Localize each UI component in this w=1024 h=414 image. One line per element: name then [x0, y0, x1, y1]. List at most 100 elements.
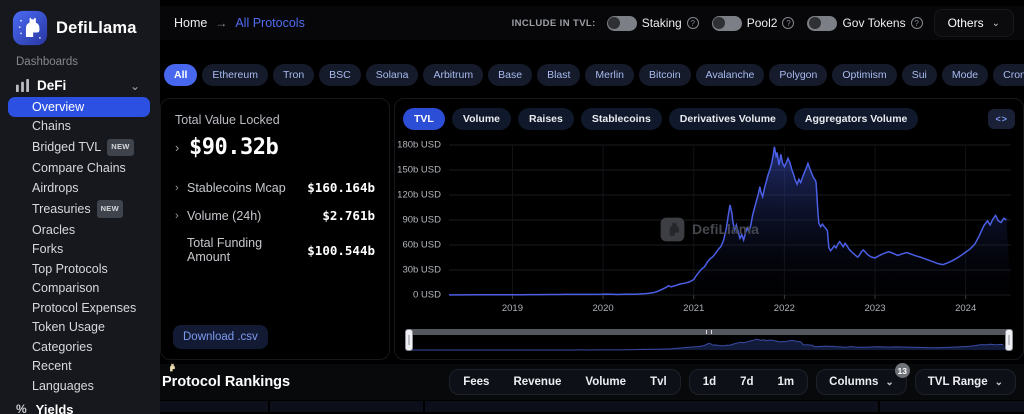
tvl-toggles: Staking ? Pool2 ? Gov Tokens ? [606, 15, 923, 31]
rankings-actions: Fees Revenue Volume Tvl 1d 7d 1m Columns ⌄ 13… [449, 363, 1016, 395]
chevron-down-icon: ⌄ [994, 376, 1003, 388]
breadcrumb-home-link[interactable]: Home [174, 16, 208, 30]
brush-handle-right[interactable] [1005, 329, 1013, 351]
sidebar-item[interactable]: Recent [8, 357, 150, 377]
embed-code-icon[interactable]: <> [988, 109, 1015, 129]
metric-button[interactable]: Tvl [638, 371, 679, 393]
download-csv-button[interactable]: Download .csv [173, 325, 268, 349]
period-button[interactable]: 7d [728, 371, 765, 393]
brush-handle-left[interactable] [405, 329, 413, 351]
chain-pill[interactable]: Arbitrum [423, 64, 484, 86]
chart-tab[interactable]: Derivatives Volume [668, 108, 787, 130]
table-header-strip [160, 401, 1024, 412]
chain-pill[interactable]: Sui [901, 64, 937, 86]
sidebar-item[interactable]: Categories [8, 337, 150, 357]
tvl-toggle[interactable]: Staking ? [606, 15, 699, 31]
breadcrumb-current-link[interactable]: All Protocols [235, 16, 305, 30]
sidebar-section-defi[interactable]: DeFi ⌄ [0, 68, 160, 93]
chart-tab[interactable]: Stablecoins [580, 108, 662, 130]
chevron-right-icon: › [175, 181, 179, 194]
chain-pill[interactable]: All [164, 64, 198, 86]
stat-rows: › Stablecoins Mcap $160.164b › Volume (2… [175, 180, 375, 264]
metric-button[interactable]: Volume [573, 371, 638, 393]
chart-brush[interactable] [405, 329, 1013, 351]
sidebar-item[interactable]: Forks [8, 240, 150, 260]
chart-tabs-row: TVL Volume Raises Stablecoins Derivatives Vo… [403, 108, 1015, 130]
help-icon[interactable]: ? [782, 17, 795, 29]
chain-pill[interactable]: Merlin [585, 64, 635, 86]
sidebar-item-label: Overview [32, 99, 85, 114]
brush-rail[interactable] [410, 329, 1008, 335]
x-axis-label: 2022 [773, 303, 795, 314]
defi-label: DeFi [37, 78, 67, 93]
arrow-right-icon: → [215, 16, 228, 30]
tvl-chart: 180b USD 150b USD 120b USD 90b USD 60b USD 30… [397, 135, 1015, 321]
sidebar-section-yields[interactable]: % Yields [0, 396, 160, 414]
chart-tab[interactable]: Volume [451, 108, 511, 130]
chain-pill[interactable]: Cronos [993, 64, 1024, 86]
chain-pill[interactable]: Optimism [832, 64, 897, 86]
y-axis-label: 60b USD [402, 239, 441, 251]
chain-pill[interactable]: Polygon [769, 64, 828, 86]
sidebar-item[interactable]: Treasuries NEW [8, 198, 150, 221]
stats-panel: Total Value Locked › $90.32b › Stablecoi… [160, 98, 390, 360]
chain-pill[interactable]: Blast [537, 64, 581, 86]
tvl-toggle[interactable]: Gov Tokens ? [807, 15, 923, 31]
help-icon[interactable]: ? [686, 17, 699, 29]
chain-filter-row: All Ethereum Tron BSC Solana Arbitrum Base Blas… [160, 64, 1024, 86]
chart-tab[interactable]: TVL [403, 108, 445, 130]
sidebar-item-label: Bridged TVL [32, 140, 102, 154]
help-icon[interactable]: ? [910, 17, 923, 29]
sidebar-item[interactable]: Token Usage [8, 318, 150, 338]
sidebar-item[interactable]: Languages [8, 376, 150, 396]
period-button[interactable]: 1m [766, 371, 807, 393]
stat-label: Volume (24h) [187, 208, 262, 223]
toggle-label: Gov Tokens [842, 16, 906, 30]
chain-pill[interactable]: Mode [941, 64, 989, 86]
chain-pill[interactable]: Bitcoin [639, 64, 691, 86]
sidebar-item[interactable]: Airdrops [8, 178, 150, 198]
sidebar-item[interactable]: Top Protocols [8, 259, 150, 279]
stat-row[interactable]: Total Funding Amount $100.544b [175, 236, 375, 264]
toggle-switch[interactable] [807, 15, 838, 31]
tvl-value-row[interactable]: › $90.32b [175, 135, 375, 160]
x-axis-label: 2021 [683, 303, 705, 314]
chain-pill[interactable]: Base [488, 64, 533, 86]
chain-pill[interactable]: Solana [365, 64, 419, 86]
brush-mini-chart [410, 337, 1008, 351]
sidebar-item[interactable]: Overview [8, 97, 150, 117]
sidebar-item[interactable]: Bridged TVL NEW [8, 136, 150, 159]
sidebar-item-label: Token Usage [32, 320, 105, 334]
brush-grip[interactable] [706, 330, 712, 334]
sidebar-item[interactable]: Protocol Expenses [8, 298, 150, 318]
sidebar-item[interactable]: Compare Chains [8, 159, 150, 179]
y-axis-label: 30b USD [402, 264, 441, 276]
defillama-logo[interactable]: DefiLlama [0, 10, 160, 46]
chart-tab[interactable]: Aggregators Volume [793, 108, 919, 130]
sidebar-item[interactable]: Chains [8, 117, 150, 137]
columns-dropdown[interactable]: Columns ⌄ 13 [816, 363, 910, 395]
stat-row[interactable]: › Stablecoins Mcap $160.164b [175, 180, 375, 195]
others-dropdown[interactable]: Others ⌄ [933, 9, 1014, 37]
breadcrumb: Home → All Protocols [174, 16, 305, 30]
stat-row[interactable]: › Volume (24h) $2.761b [175, 208, 375, 223]
y-axis: 180b USD 150b USD 120b USD 90b USD 60b USD 30… [397, 135, 447, 301]
chain-pill[interactable]: Tron [272, 64, 315, 86]
period-button[interactable]: 1d [691, 371, 728, 393]
chain-pill[interactable]: Avalanche [695, 64, 765, 86]
metric-button[interactable]: Revenue [501, 371, 573, 393]
x-axis-label: 2020 [592, 303, 614, 314]
chart-tab[interactable]: Raises [518, 108, 574, 130]
topbar-right: INCLUDE IN TVL: Staking ? Pool2 ? [512, 9, 1014, 37]
sidebar-item[interactable]: Oracles [8, 220, 150, 240]
stat-label: Total Funding Amount [187, 236, 263, 264]
sidebar-item-label: Categories [32, 339, 93, 354]
chain-pill[interactable]: Ethereum [202, 64, 268, 86]
toggle-switch[interactable] [711, 15, 742, 31]
chain-pill[interactable]: BSC [319, 64, 361, 86]
tvl-toggle[interactable]: Pool2 ? [711, 15, 795, 31]
sidebar-item[interactable]: Comparison [8, 279, 150, 299]
tvl-range-dropdown[interactable]: TVL Range ⌄ [914, 369, 1016, 395]
toggle-switch[interactable] [606, 15, 637, 31]
metric-button[interactable]: Fees [451, 371, 501, 393]
